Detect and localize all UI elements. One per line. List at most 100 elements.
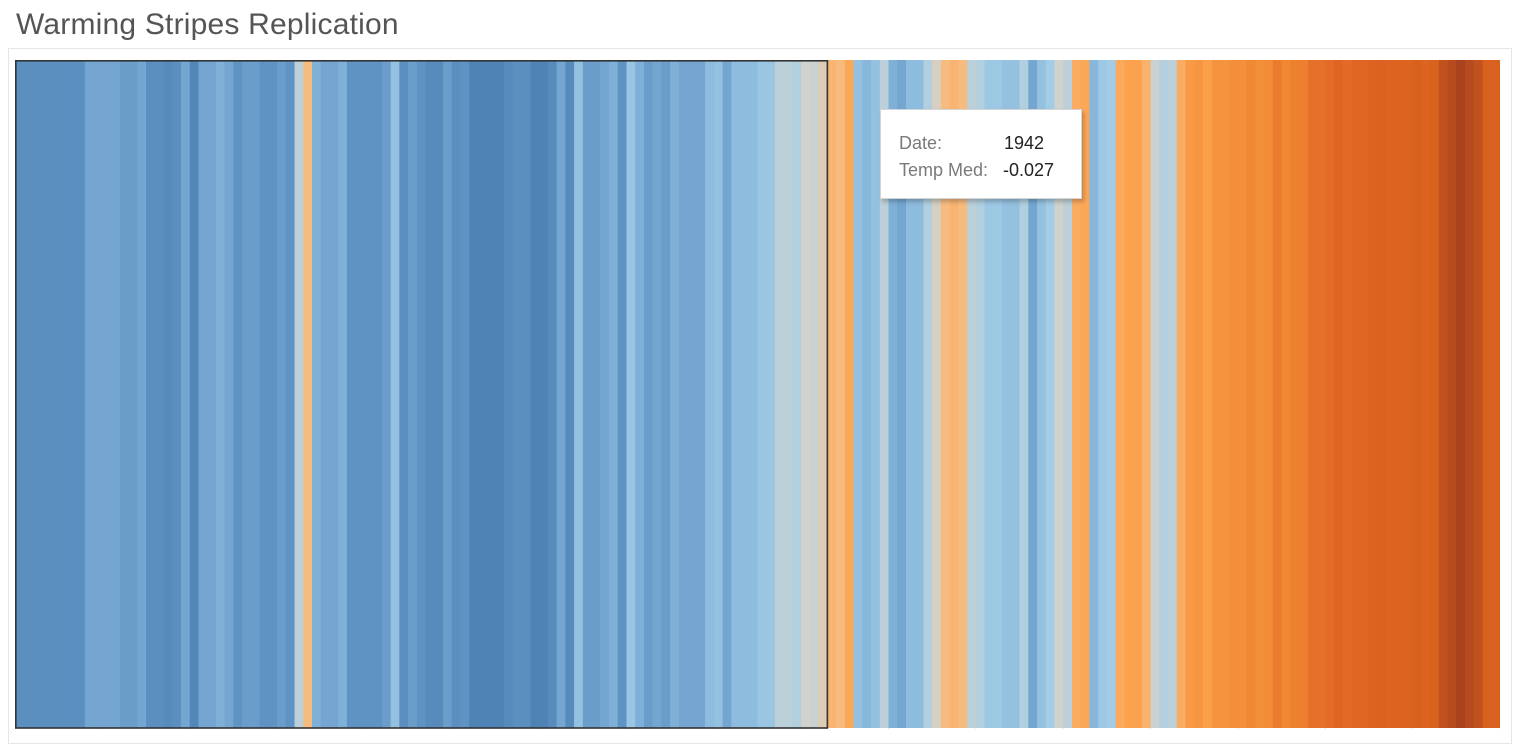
stripe-1861[interactable] xyxy=(111,60,121,728)
stripe-1887[interactable] xyxy=(338,60,348,728)
stripe-1893[interactable] xyxy=(390,60,400,728)
stripe-1958[interactable] xyxy=(958,60,968,728)
stripe-2010[interactable] xyxy=(1412,60,1422,728)
stripe-1879[interactable] xyxy=(268,60,278,728)
stripe-1957[interactable] xyxy=(949,60,960,728)
stripe-1972[interactable] xyxy=(1080,60,1091,728)
stripe-1947[interactable] xyxy=(862,60,872,728)
stripe-1908[interactable] xyxy=(521,60,531,728)
stripe-1881[interactable] xyxy=(285,60,296,728)
stripe-1992[interactable] xyxy=(1255,60,1265,728)
stripe-1911[interactable] xyxy=(547,60,558,728)
stripe-1930[interactable] xyxy=(713,60,724,728)
stripe-2004[interactable] xyxy=(1360,60,1370,728)
stripe-1971[interactable] xyxy=(1071,60,1082,728)
stripe-1880[interactable] xyxy=(277,60,287,728)
stripe-1943[interactable] xyxy=(827,60,837,728)
stripe-1914[interactable] xyxy=(574,60,584,728)
stripe-1899[interactable] xyxy=(443,60,453,728)
stripe-1868[interactable] xyxy=(172,60,182,728)
stripe-1949[interactable] xyxy=(879,60,890,728)
stripe-1927[interactable] xyxy=(687,60,697,728)
stripe-1900[interactable] xyxy=(451,60,462,728)
stripe-1953[interactable] xyxy=(914,60,925,728)
stripe-1985[interactable] xyxy=(1194,60,1204,728)
stripe-1854[interactable] xyxy=(49,60,60,728)
stripe-1882[interactable] xyxy=(294,60,304,728)
stripe-1948[interactable] xyxy=(871,60,881,728)
stripe-1997[interactable] xyxy=(1299,60,1309,728)
stripe-1921[interactable] xyxy=(635,60,645,728)
stripe-1904[interactable] xyxy=(486,60,497,728)
stripe-1855[interactable] xyxy=(58,60,69,728)
stripe-1870[interactable] xyxy=(189,60,200,728)
stripe-2006[interactable] xyxy=(1377,60,1388,728)
stripe-1982[interactable] xyxy=(1168,60,1178,728)
stripe-1863[interactable] xyxy=(128,60,138,728)
stripe-1986[interactable] xyxy=(1203,60,1213,728)
stripe-1871[interactable] xyxy=(198,60,208,728)
stripe-1864[interactable] xyxy=(137,60,147,728)
stripe-2018[interactable] xyxy=(1482,60,1492,728)
stripe-1974[interactable] xyxy=(1098,60,1108,728)
warming-stripes-chart[interactable] xyxy=(15,60,1500,729)
stripe-1964[interactable] xyxy=(1010,60,1021,728)
stripe-1875[interactable] xyxy=(233,60,243,728)
stripe-2008[interactable] xyxy=(1395,60,1405,728)
stripe-1918[interactable] xyxy=(609,60,619,728)
stripe-1933[interactable] xyxy=(740,60,750,728)
stripe-1884[interactable] xyxy=(312,60,322,728)
stripe-1913[interactable] xyxy=(565,60,575,728)
stripe-1916[interactable] xyxy=(591,60,601,728)
stripe-1894[interactable] xyxy=(399,60,409,728)
stripe-1989[interactable] xyxy=(1229,60,1239,728)
stripe-1936[interactable] xyxy=(766,60,776,728)
stripe-1962[interactable] xyxy=(993,60,1003,728)
stripe-1895[interactable] xyxy=(408,60,418,728)
stripe-1869[interactable] xyxy=(180,60,191,728)
stripe-2013[interactable] xyxy=(1438,60,1449,728)
stripe-1996[interactable] xyxy=(1290,60,1300,728)
stripe-1929[interactable] xyxy=(705,60,715,728)
stripe-1883[interactable] xyxy=(303,60,313,728)
stripe-2017[interactable] xyxy=(1473,60,1484,728)
stripe-1995[interactable] xyxy=(1281,60,1291,728)
stripe-1987[interactable] xyxy=(1211,60,1222,728)
stripe-1915[interactable] xyxy=(582,60,593,728)
stripe-1991[interactable] xyxy=(1246,60,1257,728)
stripe-1919[interactable] xyxy=(617,60,628,728)
stripe-1940[interactable] xyxy=(801,60,811,728)
stripe-1850[interactable] xyxy=(15,60,25,728)
stripe-1856[interactable] xyxy=(67,60,77,728)
stripe-1903[interactable] xyxy=(477,60,488,728)
stripe-1857[interactable] xyxy=(76,60,86,728)
stripe-1897[interactable] xyxy=(425,60,435,728)
stripe-1937[interactable] xyxy=(774,60,785,728)
stripe-1901[interactable] xyxy=(460,60,470,728)
stripe-1961[interactable] xyxy=(984,60,994,728)
stripe-1954[interactable] xyxy=(923,60,933,728)
stripe-1977[interactable] xyxy=(1124,60,1134,728)
stripe-1907[interactable] xyxy=(512,60,523,728)
stripe-1950[interactable] xyxy=(888,60,898,728)
stripe-1898[interactable] xyxy=(434,60,444,728)
stripe-1862[interactable] xyxy=(119,60,130,728)
stripe-2012[interactable] xyxy=(1430,60,1440,728)
stripe-1935[interactable] xyxy=(757,60,767,728)
stripe-1967[interactable] xyxy=(1037,60,1047,728)
stripe-1994[interactable] xyxy=(1272,60,1283,728)
stripe-1909[interactable] xyxy=(530,60,540,728)
stripe-1891[interactable] xyxy=(373,60,383,728)
stripe-1942[interactable] xyxy=(818,60,828,728)
stripe-1852[interactable] xyxy=(32,60,42,728)
stripe-1853[interactable] xyxy=(41,60,51,728)
stripe-1867[interactable] xyxy=(163,60,173,728)
stripe-1973[interactable] xyxy=(1089,60,1099,728)
stripe-1966[interactable] xyxy=(1028,60,1038,728)
stripe-1981[interactable] xyxy=(1159,60,1169,728)
stripe-1968[interactable] xyxy=(1045,60,1056,728)
stripe-1969[interactable] xyxy=(1054,60,1064,728)
stripe-1926[interactable] xyxy=(678,60,689,728)
stripe-1925[interactable] xyxy=(670,60,680,728)
stripe-1931[interactable] xyxy=(722,60,732,728)
